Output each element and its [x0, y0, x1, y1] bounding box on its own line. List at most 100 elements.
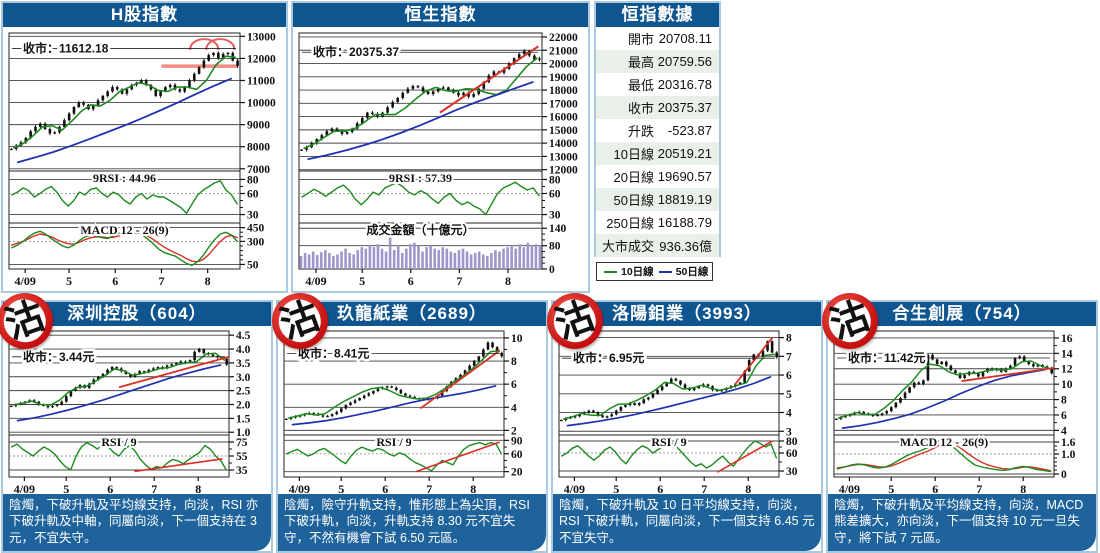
svg-text:60: 60 — [549, 188, 561, 200]
analysis-commentary-cmoc-3993: 陰燭，下破升軌及 10 日平均線支持，向淡，RSI 下破升軌，同屬向淡，下一個支… — [553, 493, 821, 551]
svg-text:21000: 21000 — [549, 45, 578, 57]
svg-text:9000: 9000 — [247, 120, 270, 132]
svg-text:8: 8 — [470, 482, 476, 496]
analysis-commentary-shenzhen-604: 陰燭，下破升軌及平均線支持，向淡，RSI 亦下破升軌及中軸，同屬向淡，下一個支持… — [3, 493, 271, 551]
svg-text:MACD 12 - 26(9): MACD 12 - 26(9) — [900, 435, 988, 449]
svg-text:7: 7 — [786, 351, 792, 363]
chart-panel-hopson-754: 沽 合生創展（754） 16 14 12 10 8 6 4 收市：11.42元 1.6 1.0 0 M… — [822, 293, 1098, 553]
chart-title-h-index: H股指數 — [3, 3, 286, 27]
svg-text:12: 12 — [1061, 364, 1073, 376]
row-value: -523.87 — [667, 123, 712, 138]
index-data-title: 恒指數據 — [596, 3, 719, 27]
svg-text:8: 8 — [1061, 395, 1067, 407]
legend-line-swatch — [658, 270, 672, 273]
svg-text:12000: 12000 — [247, 53, 276, 65]
svg-text:13000: 13000 — [247, 31, 276, 43]
shenzhen-604-chart: 4.54.03.53.02.52.01.51.0收市：3.44元755535RS… — [8, 330, 251, 496]
svg-text:5: 5 — [888, 482, 894, 496]
svg-text:30: 30 — [247, 210, 259, 222]
row-label: 10日線 — [613, 147, 654, 162]
table-row: 最低 20316.78 — [596, 73, 719, 96]
row-label: 最低 — [627, 78, 654, 93]
sell-stamp-icon: 沽 — [272, 293, 328, 349]
svg-text:60: 60 — [247, 188, 259, 200]
svg-text:6: 6 — [1061, 410, 1067, 422]
table-row: 開市 20708.11 — [596, 27, 719, 50]
chart-panel-hsi: 恒生指數 22000 21000 20000 19000 18000 17000 16000… — [291, 1, 590, 293]
svg-text:3.5: 3.5 — [236, 358, 251, 370]
svg-text:60: 60 — [511, 449, 523, 461]
svg-text:4/09: 4/09 — [305, 274, 326, 288]
svg-text:16000: 16000 — [549, 112, 578, 124]
svg-text:6: 6 — [382, 482, 388, 496]
svg-text:4/09: 4/09 — [14, 482, 35, 496]
analysis-commentary-ndpaper-2689: 陰燭，險守升軌支持，惟形態上為尖頂，RSI 下破升軌，向淡，升軌支持 8.30 … — [278, 493, 546, 551]
row-label: 收市 — [627, 101, 654, 116]
table-row: 250日線 16188.79 — [596, 211, 719, 234]
svg-text:8: 8 — [205, 274, 211, 288]
row-label: 大市成交 — [601, 239, 654, 254]
chart-panel-h-index: H股指數 13000 12000 11000 10000 9000 8000 7000 收市：… — [1, 1, 288, 293]
chart-title-hsi: 恒生指數 — [293, 3, 588, 27]
svg-text:6: 6 — [112, 274, 118, 288]
svg-text:8000: 8000 — [247, 142, 270, 154]
svg-text:3.0: 3.0 — [236, 372, 251, 384]
row-label: 開市 — [627, 32, 654, 47]
legend-line-swatch — [604, 270, 617, 273]
svg-text:10000: 10000 — [247, 98, 276, 110]
svg-text:450: 450 — [247, 223, 265, 235]
sell-stamp-char: 沽 — [824, 294, 876, 348]
svg-text:5: 5 — [66, 274, 72, 288]
svg-text:10: 10 — [511, 333, 523, 345]
svg-text:1.5: 1.5 — [236, 413, 251, 425]
svg-text:4/09: 4/09 — [564, 482, 585, 496]
svg-text:12000: 12000 — [549, 165, 578, 177]
svg-text:80: 80 — [247, 174, 259, 186]
row-value: 20375.37 — [657, 100, 712, 115]
analysis-commentary-hopson-754: 陰燭，下破升軌及平均線支持，向淡，MACD 熊差擴大，亦向淡，下一個支持 10 … — [828, 493, 1096, 551]
svg-text:4.0: 4.0 — [236, 344, 251, 356]
svg-text:收市：6.95元: 收市：6.95元 — [573, 350, 644, 365]
svg-text:1.0: 1.0 — [1061, 449, 1076, 461]
row-value: 20708.11 — [658, 31, 712, 46]
svg-text:8: 8 — [745, 482, 751, 496]
sell-stamp-icon: 沽 — [547, 293, 603, 349]
index-data-table: 開市 20708.11 最高 20759.56 最低 20316.78 收市 20375.37… — [596, 27, 719, 257]
row-value: 20759.56 — [657, 54, 712, 69]
svg-text:5: 5 — [63, 482, 69, 496]
svg-text:75: 75 — [236, 437, 248, 449]
ndpaper-2689-chart: 10 8 6 4 2 收市：8.41元 90 60 20 RSI / 9 4/09 5 6 7 8 — [283, 330, 523, 496]
svg-text:RSI / 9: RSI / 9 — [651, 435, 686, 449]
svg-text:8: 8 — [195, 482, 201, 496]
row-value: 16188.79 — [657, 215, 712, 230]
sell-stamp-icon: 沽 — [822, 293, 878, 349]
row-label: 250日線 — [606, 216, 654, 231]
row-value: 936.36億 — [659, 239, 712, 254]
svg-text:16: 16 — [1061, 333, 1073, 345]
svg-text:9RSI : 57.39: 9RSI : 57.39 — [389, 171, 452, 185]
svg-text:收市：8.41元: 收市：8.41元 — [298, 346, 369, 361]
svg-text:11000: 11000 — [247, 75, 275, 87]
table-row: 最高 20759.56 — [596, 50, 719, 73]
hopson-754-chart: 16 14 12 10 8 6 4 收市：11.42元 1.61.0 0 MACD 12 - 26(… — [833, 330, 1076, 496]
sell-stamp-char: 沽 — [0, 294, 51, 348]
svg-text:7: 7 — [976, 482, 982, 496]
svg-text:55: 55 — [236, 451, 248, 463]
svg-text:2.0: 2.0 — [236, 399, 251, 411]
svg-text:8: 8 — [786, 333, 792, 345]
svg-text:19000: 19000 — [549, 72, 578, 84]
svg-text:4: 4 — [511, 402, 517, 414]
sell-stamp-char: 沽 — [274, 294, 326, 348]
svg-text:18000: 18000 — [549, 85, 578, 97]
svg-text:0: 0 — [1061, 469, 1067, 481]
svg-text:3: 3 — [786, 426, 792, 438]
svg-text:14000: 14000 — [549, 138, 578, 150]
svg-text:50: 50 — [247, 259, 259, 271]
svg-text:2.5: 2.5 — [236, 386, 251, 398]
h-index-candlestick-chart: 13000 12000 11000 10000 9000 8000 7000 收市：11612… — [8, 31, 276, 288]
svg-text:90: 90 — [511, 435, 523, 447]
row-label: 50日線 — [613, 193, 654, 208]
legend-label: 10日線 — [621, 266, 654, 278]
svg-text:6: 6 — [511, 379, 517, 391]
